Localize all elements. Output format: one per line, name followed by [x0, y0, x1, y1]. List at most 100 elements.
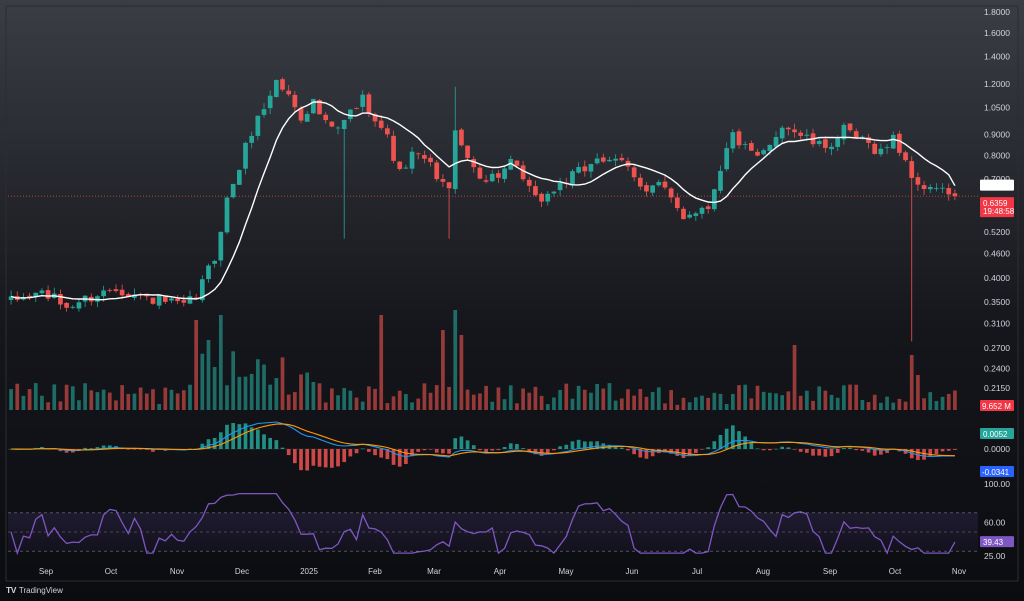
candle[interactable]: [539, 192, 544, 208]
ma-value-badge[interactable]: 0.6748: [980, 179, 1014, 191]
candle[interactable]: [736, 128, 742, 149]
last-price-badge[interactable]: [980, 197, 1014, 218]
candle[interactable]: [724, 142, 730, 172]
candle[interactable]: [206, 263, 211, 283]
candle[interactable]: [853, 128, 859, 139]
candle[interactable]: [619, 153, 625, 162]
price-pane[interactable]: [8, 77, 978, 342]
candle[interactable]: [471, 156, 477, 173]
candle[interactable]: [150, 297, 156, 305]
candle[interactable]: [786, 126, 791, 136]
candle[interactable]: [45, 285, 51, 302]
candle[interactable]: [644, 182, 649, 197]
candle[interactable]: [70, 305, 76, 309]
candle[interactable]: [588, 163, 594, 178]
candle[interactable]: [847, 123, 853, 133]
candle[interactable]: [119, 284, 125, 300]
candle[interactable]: [551, 191, 557, 197]
candle[interactable]: [378, 115, 384, 130]
candle[interactable]: [496, 169, 501, 184]
candle[interactable]: [286, 84, 292, 97]
candle[interactable]: [181, 295, 187, 307]
candle[interactable]: [446, 182, 452, 239]
candle[interactable]: [687, 211, 692, 219]
candle[interactable]: [705, 204, 711, 214]
candle[interactable]: [267, 90, 273, 115]
rsi-pane[interactable]: [8, 492, 978, 556]
candle[interactable]: [576, 162, 581, 174]
rsi-value-badge[interactable]: [980, 536, 1014, 548]
candle[interactable]: [483, 175, 489, 184]
candle[interactable]: [280, 77, 285, 92]
candle[interactable]: [915, 172, 921, 191]
candle[interactable]: [255, 115, 261, 141]
candle[interactable]: [526, 176, 532, 193]
candle[interactable]: [39, 288, 45, 295]
candle[interactable]: [600, 153, 606, 164]
candle[interactable]: [903, 150, 908, 162]
candle[interactable]: [187, 290, 193, 305]
candle[interactable]: [773, 131, 779, 148]
candle[interactable]: [218, 231, 224, 267]
candle[interactable]: [292, 91, 298, 112]
candle[interactable]: [742, 141, 748, 150]
candle[interactable]: [329, 121, 335, 128]
candle[interactable]: [533, 180, 538, 197]
candle[interactable]: [866, 133, 871, 149]
candle[interactable]: [934, 183, 939, 192]
candle[interactable]: [459, 127, 464, 147]
candle[interactable]: [95, 295, 100, 307]
candle[interactable]: [749, 140, 754, 151]
candle[interactable]: [311, 98, 316, 115]
candle[interactable]: [607, 156, 612, 162]
candle[interactable]: [890, 131, 896, 150]
candle[interactable]: [452, 86, 458, 194]
candle[interactable]: [711, 188, 717, 212]
candle[interactable]: [156, 294, 162, 310]
candle[interactable]: [557, 177, 563, 196]
candle[interactable]: [761, 148, 767, 156]
candle[interactable]: [391, 130, 396, 164]
candle[interactable]: [594, 153, 600, 165]
candle[interactable]: [397, 160, 403, 171]
candle[interactable]: [699, 206, 705, 219]
tradingview-logo[interactable]: TV TradingView: [6, 585, 63, 595]
candle[interactable]: [477, 163, 483, 180]
candle[interactable]: [755, 148, 760, 157]
candle[interactable]: [261, 103, 267, 118]
price-axis[interactable]: 1.8000 1.6000 1.4000 1.2000 1.0500 0.9000 0.80…: [980, 7, 1015, 561]
candle[interactable]: [656, 179, 662, 187]
candle[interactable]: [428, 154, 433, 167]
candle[interactable]: [422, 150, 427, 164]
candle[interactable]: [230, 183, 236, 199]
candle[interactable]: [872, 141, 878, 155]
candle[interactable]: [323, 112, 329, 124]
candle[interactable]: [798, 130, 804, 140]
candle[interactable]: [927, 184, 933, 194]
candle[interactable]: [921, 181, 927, 195]
candle[interactable]: [637, 173, 643, 191]
candle[interactable]: [884, 144, 890, 154]
candle[interactable]: [631, 163, 637, 182]
candle[interactable]: [502, 166, 507, 183]
candle[interactable]: [415, 152, 421, 160]
candle[interactable]: [940, 183, 945, 194]
time-axis[interactable]: Sep Oct Nov Dec 2025 Feb Mar Apr May Jun Jul Aug Sep…: [39, 567, 966, 576]
candle[interactable]: [335, 126, 341, 135]
candle[interactable]: [341, 119, 347, 239]
candle[interactable]: [224, 196, 230, 235]
candle[interactable]: [816, 137, 822, 147]
candle[interactable]: [681, 206, 686, 220]
candle[interactable]: [360, 90, 366, 112]
candle[interactable]: [113, 284, 119, 293]
candle[interactable]: [792, 123, 797, 138]
candle[interactable]: [236, 169, 242, 185]
candle[interactable]: [162, 296, 168, 304]
candle[interactable]: [304, 111, 310, 122]
candle[interactable]: [354, 107, 359, 110]
candle[interactable]: [385, 124, 390, 138]
candle[interactable]: [841, 122, 847, 145]
candle[interactable]: [440, 174, 446, 187]
candle[interactable]: [693, 211, 699, 221]
candle[interactable]: [27, 292, 32, 301]
